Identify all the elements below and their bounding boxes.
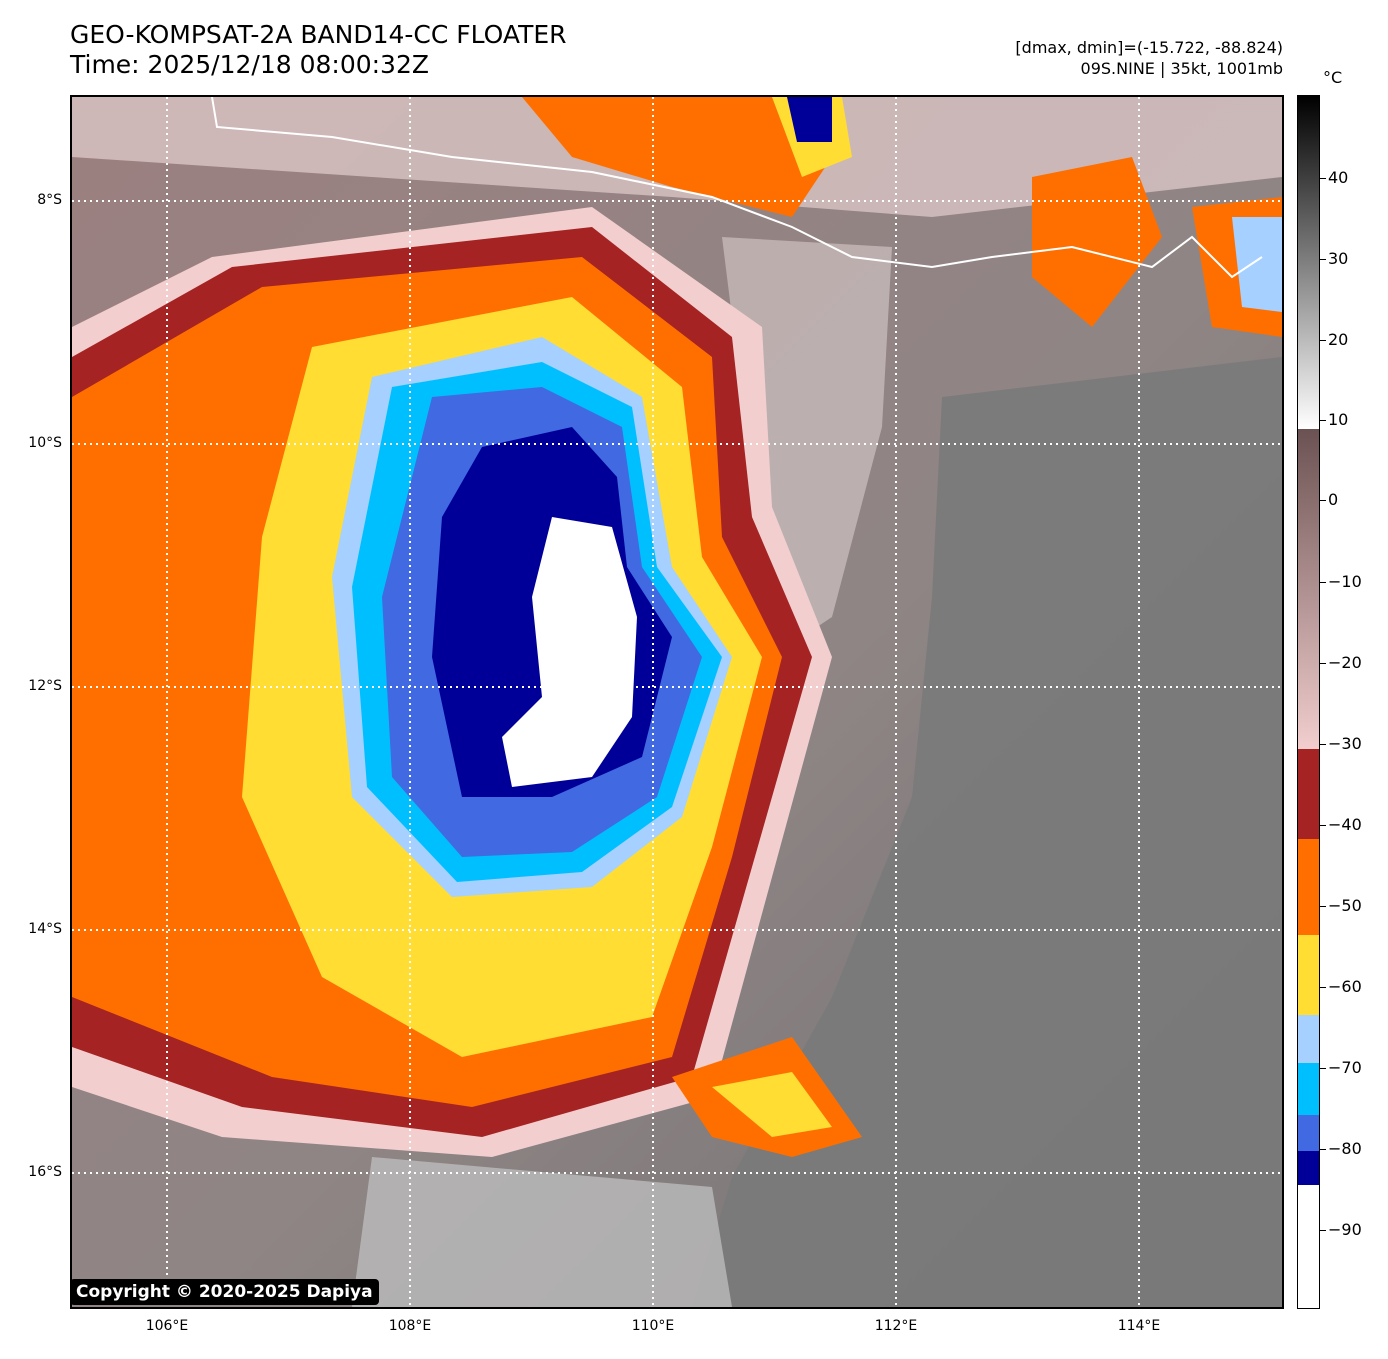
- lon-label-114e: 114°E: [1117, 1318, 1161, 1334]
- colorbar-label-0: 0: [1328, 490, 1339, 509]
- colorbar-tick: [1320, 582, 1326, 583]
- lat-label-10s: 10°S: [28, 435, 62, 451]
- lat-label-12s: 12°S: [28, 678, 62, 694]
- colorbar-label-minus60: −60: [1328, 977, 1362, 996]
- colorbar-tick: [1320, 1068, 1326, 1069]
- coastline: [211, 97, 1263, 279]
- northeast-cell-core: [1232, 217, 1282, 312]
- colorbar-label-minus70: −70: [1328, 1058, 1362, 1077]
- colorbar-label-minus50: −50: [1328, 896, 1362, 915]
- colorbar-label-minus20: −20: [1328, 653, 1362, 672]
- storm-text: 09S.NINE | 35kt, 1001mb: [1080, 59, 1283, 78]
- chart-title: GEO-KOMPSAT-2A BAND14-CC FLOATER Time: 2…: [70, 20, 567, 80]
- lon-label-106e: 106°E: [145, 1318, 189, 1334]
- satellite-map: [70, 95, 1284, 1309]
- colorbar-tick: [1320, 178, 1326, 179]
- colorbar-tick: [1320, 987, 1326, 988]
- colorbar-label-40: 40: [1328, 168, 1349, 187]
- colorbar-label-minus90: −90: [1328, 1220, 1362, 1239]
- east-cell: [1032, 157, 1162, 327]
- lon-label-108e: 108°E: [388, 1318, 432, 1334]
- title-line-1: GEO-KOMPSAT-2A BAND14-CC FLOATER: [70, 20, 567, 49]
- colorbar: [1297, 95, 1320, 1309]
- southern-cell-core: [712, 1072, 832, 1137]
- lat-label-14s: 14°S: [28, 921, 62, 937]
- copyright-badge: Copyright © 2020-2025 Dapiya: [70, 1279, 379, 1305]
- colorbar-label-30: 30: [1328, 249, 1349, 268]
- colorbar-tick: [1320, 500, 1326, 501]
- colorbar-tick: [1320, 1230, 1326, 1231]
- colorbar-unit: °C: [1323, 68, 1343, 87]
- storm-info: [dmax, dmin]=(-15.722, -88.824) 09S.NINE…: [1015, 37, 1283, 79]
- colorbar-label-20: 20: [1328, 330, 1349, 349]
- light-cloud-south: [352, 1157, 732, 1307]
- northern-cell-1: [522, 97, 832, 217]
- northern-cell-core: [787, 97, 832, 142]
- colorbar-tick: [1320, 259, 1326, 260]
- colorbar-tick: [1320, 663, 1326, 664]
- lat-label-8s: 8°S: [37, 192, 62, 208]
- lat-label-16s: 16°S: [28, 1164, 62, 1180]
- grey-cloud-region: [692, 357, 1282, 1307]
- map-imagery: [72, 97, 1282, 1307]
- graticule: [72, 97, 1282, 1307]
- colorbar-gradient: [1298, 96, 1319, 1308]
- colorbar-tick: [1320, 744, 1326, 745]
- colorbar-tick: [1320, 340, 1326, 341]
- range-text: [dmax, dmin]=(-15.722, -88.824): [1015, 38, 1283, 57]
- lon-label-112e: 112°E: [874, 1318, 918, 1334]
- colorbar-tick: [1320, 420, 1326, 421]
- colorbar-label-10: 10: [1328, 410, 1349, 429]
- colorbar-label-minus30: −30: [1328, 734, 1362, 753]
- colorbar-tick: [1320, 906, 1326, 907]
- storm-white-core: [502, 517, 637, 787]
- colorbar-label-minus40: −40: [1328, 815, 1362, 834]
- colorbar-label-minus10: −10: [1328, 572, 1362, 591]
- colorbar-tick: [1320, 825, 1326, 826]
- colorbar-label-minus80: −80: [1328, 1139, 1362, 1158]
- title-line-2: Time: 2025/12/18 08:00:32Z: [70, 50, 429, 79]
- colorbar-tick: [1320, 1149, 1326, 1150]
- lon-label-110e: 110°E: [631, 1318, 675, 1334]
